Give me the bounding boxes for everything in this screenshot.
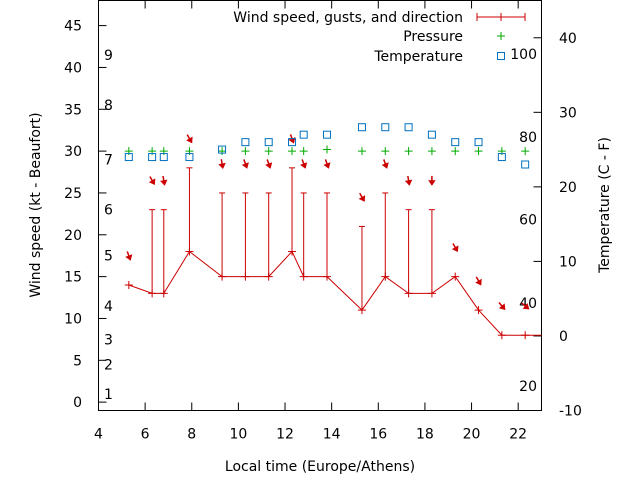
wind-direction-arrowhead (381, 162, 389, 169)
temperature-point (427, 130, 436, 139)
beaufort-label: 3 (104, 332, 113, 348)
legend-temperature-label: Temperature (373, 49, 463, 65)
wind-direction-arrowhead (358, 195, 366, 202)
fahrenheit-label: 80 (519, 130, 537, 146)
beaufort-label: 5 (104, 249, 113, 265)
axis-ticks (98, 0, 542, 411)
legend-temperature-mark (497, 52, 505, 60)
wind-speed-line (128, 250, 542, 336)
y2-tick-label: 10 (559, 254, 577, 270)
temperature-point (124, 153, 133, 162)
temperature-point (521, 160, 530, 169)
x-tick-label: 6 (141, 427, 150, 443)
temperature-point (218, 145, 227, 154)
wind-direction-arrowhead (265, 162, 273, 169)
wind-direction-arrowhead (404, 179, 413, 186)
wind-direction-arrowhead (323, 162, 331, 169)
temperature-point (299, 130, 308, 139)
beaufort-label: 1 (104, 387, 113, 403)
y-tick-label: 30 (64, 144, 82, 160)
fahrenheit-label: 100 (510, 47, 537, 63)
y2-tick-label: 30 (559, 105, 577, 121)
wind-direction-arrowhead (498, 303, 506, 311)
temperature-series (124, 123, 530, 169)
temperature-point (381, 123, 390, 132)
y2-tick-label: 0 (559, 329, 568, 345)
x-tick-label: 18 (416, 427, 434, 443)
fahrenheit-label: 60 (519, 213, 537, 229)
legend: Wind speed, gusts, and direction Pressur… (233, 10, 526, 65)
wind-direction-arrowhead (300, 162, 308, 169)
temperature-point (148, 153, 157, 162)
beaufort-label: 8 (104, 98, 113, 114)
y2-tick-label: 40 (559, 31, 577, 47)
x-tick-label: 14 (323, 427, 341, 443)
temperature-point (404, 123, 413, 132)
plot-frame (98, 0, 542, 411)
beaufort-label: 4 (104, 299, 113, 315)
wind-direction-arrowhead (241, 162, 249, 169)
y-axis-title: Wind speed (kt - Beaufort) (28, 112, 44, 297)
y-tick-label: 45 (64, 19, 82, 35)
temperature-point (159, 153, 168, 162)
y2-axis-title: Temperature (C - F) (597, 137, 613, 274)
x-axis-title: Local time (Europe/Athens) (225, 459, 415, 475)
temperature-point (288, 138, 297, 147)
y-tick-label: 10 (64, 311, 82, 327)
temperature-point (497, 153, 506, 162)
y-tick-label: 20 (64, 228, 82, 244)
x-tick-label: 20 (463, 427, 481, 443)
temperature-point (357, 123, 366, 132)
wind-direction-arrowhead (428, 180, 436, 186)
y-tick-label: 0 (73, 395, 82, 411)
y-tick-label: 15 (64, 270, 82, 286)
wind-speed-tick-labels: 0 5 10 15 20 25 30 35 40 45 (64, 19, 82, 412)
temperature-point (474, 138, 483, 147)
beaufort-label: 6 (104, 203, 113, 219)
x-tick-label: 12 (276, 427, 294, 443)
temperature-point (241, 138, 250, 147)
wind-direction-arrowhead (160, 179, 168, 186)
wind-direction-arrowhead (186, 136, 193, 144)
fahrenheit-label: 40 (519, 296, 537, 312)
temperature-point (322, 130, 331, 139)
beaufort-labels: 1 2 3 4 5 6 7 8 9 (104, 48, 113, 403)
temperature-point (451, 138, 460, 147)
legend-pressure-label: Pressure (403, 29, 463, 45)
y2-tick-label: 20 (559, 180, 577, 196)
wind-direction-arrowhead (125, 254, 133, 261)
fahrenheit-labels: 20 40 60 80 100 (510, 47, 537, 395)
y-tick-label: 5 (73, 353, 82, 369)
temperature-point (264, 138, 273, 147)
legend-wind-label: Wind speed, gusts, and direction (233, 10, 463, 26)
x-tick-label: 8 (187, 427, 196, 443)
x-tick-label: 22 (509, 427, 527, 443)
wind-direction-arrowhead (451, 245, 459, 253)
wind-direction-arrowhead (148, 178, 156, 186)
wind-direction-arrowhead (218, 162, 226, 169)
wind-direction-arrowhead (522, 302, 530, 310)
wind-series (124, 134, 542, 340)
x-tick-label: 16 (369, 427, 387, 443)
y-tick-label: 25 (64, 186, 82, 202)
x-tick-label: 10 (229, 427, 247, 443)
x-tick-label: 4 (94, 427, 103, 443)
y2-tick-label: -10 (559, 404, 582, 420)
temperature-point (185, 153, 194, 162)
time-tick-labels: 4 6 8 10 12 14 16 18 20 22 (94, 427, 527, 443)
y-tick-label: 35 (64, 102, 82, 118)
y-tick-label: 40 (64, 60, 82, 76)
beaufort-label: 2 (104, 357, 113, 373)
beaufort-label: 9 (104, 48, 113, 64)
wind-direction-arrowhead (475, 278, 482, 286)
fahrenheit-label: 20 (519, 379, 537, 395)
beaufort-label: 7 (104, 152, 113, 168)
temperature-tick-labels: -10 0 10 20 30 40 (559, 31, 582, 420)
